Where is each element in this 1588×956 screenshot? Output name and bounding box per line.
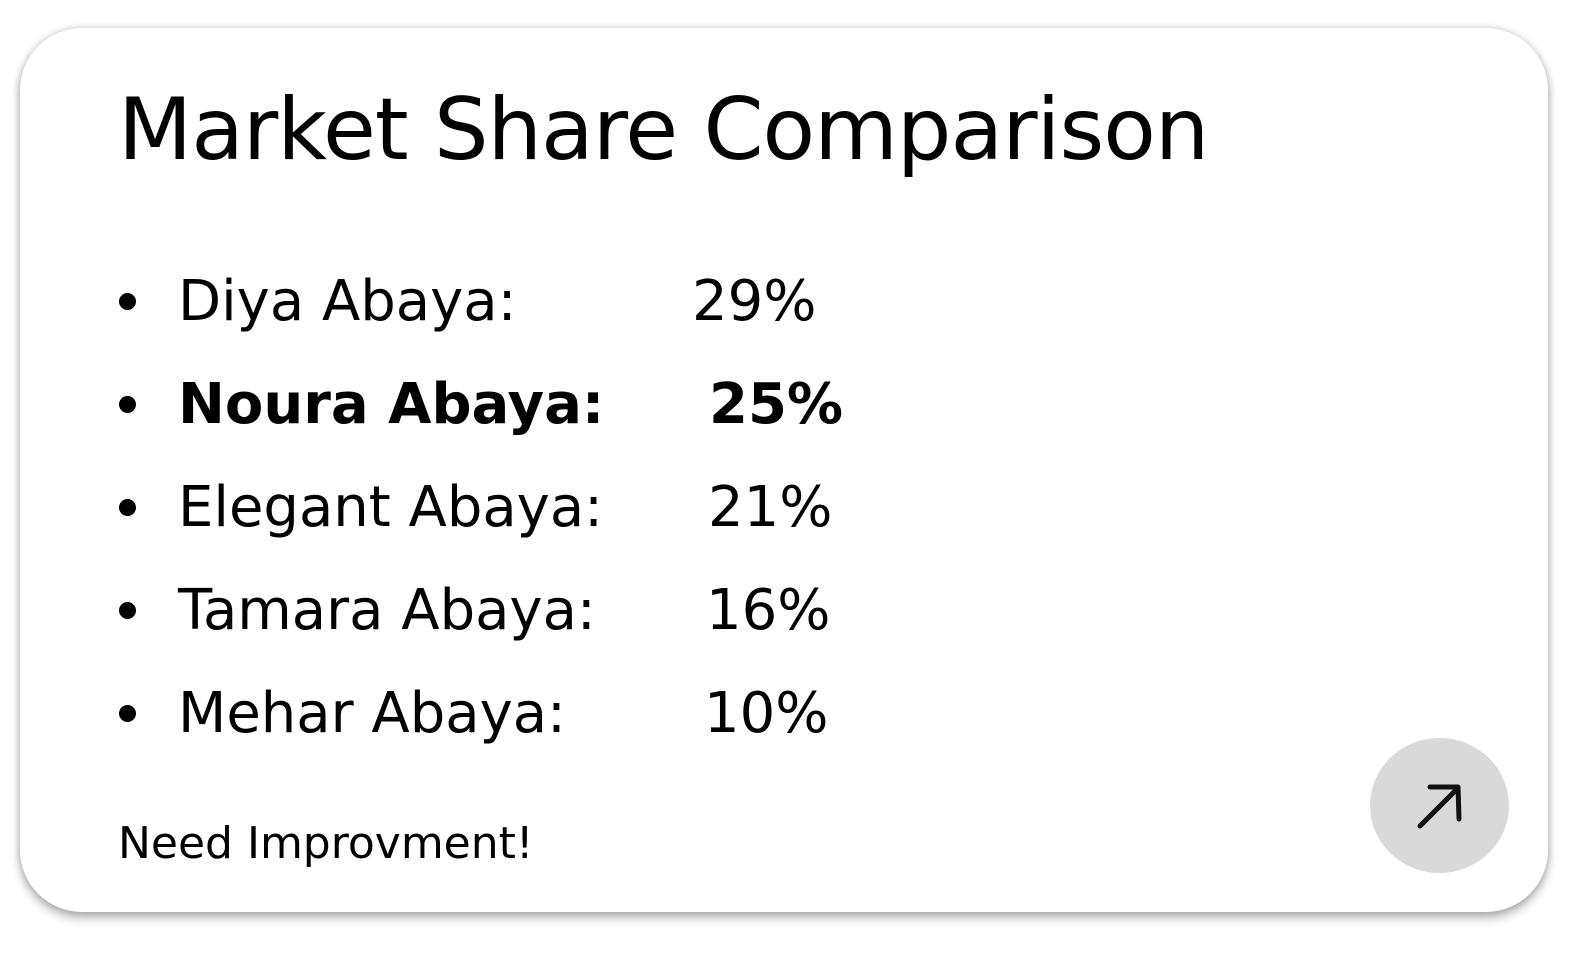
bullet-icon	[119, 602, 136, 619]
bullet-icon	[119, 293, 136, 310]
share-value: 16%	[706, 578, 831, 643]
open-details-button[interactable]	[1370, 738, 1509, 873]
brand-name: Elegant Abaya:	[178, 475, 604, 540]
brand-name: Noura Abaya:	[178, 372, 605, 437]
brand-name: Diya Abaya:	[178, 269, 517, 334]
share-value: 25%	[709, 372, 844, 437]
share-value: 29%	[692, 269, 817, 334]
card-title: Market Share Comparison	[118, 80, 1209, 180]
share-value: 21%	[708, 475, 833, 540]
bullet-icon	[119, 396, 136, 413]
bullet-icon	[119, 499, 136, 516]
arrow-up-right-icon	[1417, 784, 1461, 828]
share-value: 10%	[704, 681, 829, 746]
brand-name: Mehar Abaya:	[178, 681, 566, 746]
improvement-note: Need Improvment!	[118, 818, 534, 869]
brand-name: Tamara Abaya:	[178, 578, 596, 643]
bullet-icon	[119, 705, 136, 722]
market-share-card: Market Share Comparison Diya Abaya: 29% …	[20, 28, 1548, 912]
